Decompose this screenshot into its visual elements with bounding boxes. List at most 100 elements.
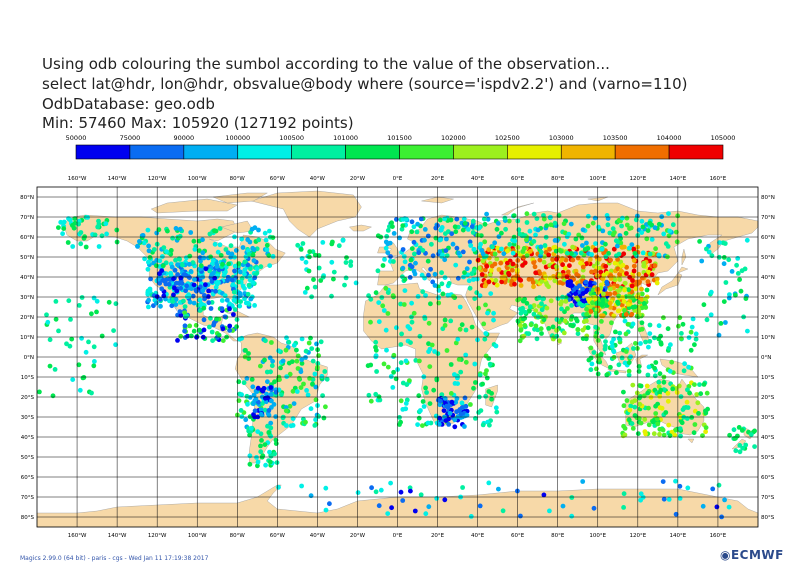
observation-point — [313, 384, 319, 390]
observation-point — [678, 394, 684, 399]
observation-point — [210, 258, 216, 263]
observation-point — [504, 248, 510, 254]
observation-point — [619, 223, 624, 229]
observation-point — [669, 359, 675, 365]
observation-point — [253, 396, 259, 402]
observation-point — [321, 415, 327, 421]
observation-point — [611, 349, 617, 355]
observation-point — [452, 372, 457, 377]
observation-point — [708, 289, 714, 295]
observation-point — [256, 227, 261, 233]
observation-point — [691, 430, 697, 436]
observation-point — [305, 392, 311, 398]
observation-point — [700, 433, 705, 438]
observation-point — [531, 239, 537, 244]
observation-point — [601, 291, 606, 297]
observation-point — [670, 222, 676, 228]
map-frame — [36, 186, 759, 528]
observation-point — [573, 236, 579, 242]
observation-point — [424, 390, 429, 395]
observation-point — [560, 256, 565, 261]
observation-point — [407, 262, 413, 268]
observation-point — [632, 413, 638, 418]
observation-point — [589, 252, 594, 257]
observation-point — [471, 268, 477, 274]
observation-point — [113, 301, 119, 307]
legend-label: 50000 — [66, 134, 87, 142]
observation-point — [67, 343, 73, 349]
observation-point — [342, 282, 347, 288]
observation-point — [243, 348, 248, 353]
observation-point — [462, 395, 468, 401]
observation-point — [595, 260, 600, 266]
observation-point — [299, 336, 305, 342]
observation-point — [721, 255, 727, 260]
observation-point — [299, 357, 305, 362]
observation-point — [402, 259, 408, 265]
observation-point — [408, 488, 413, 494]
observation-point — [560, 503, 566, 509]
observation-point — [425, 420, 431, 426]
observation-point — [252, 275, 258, 281]
observation-point — [634, 313, 640, 319]
observation-point — [394, 325, 399, 331]
observation-point — [456, 250, 462, 256]
observation-point — [157, 280, 163, 286]
observation-point — [621, 505, 626, 510]
observation-point — [673, 229, 679, 235]
lon-label: 140°W — [108, 176, 127, 182]
observation-point — [69, 336, 75, 342]
observation-point — [154, 300, 159, 306]
observation-point — [487, 422, 492, 428]
observation-point — [180, 262, 185, 268]
observation-point — [485, 310, 490, 316]
observation-point — [237, 303, 243, 309]
ecmwf-logo: ◉ECMWF — [720, 548, 784, 562]
observation-point — [733, 448, 739, 454]
observation-point — [268, 425, 274, 431]
observation-point — [399, 331, 404, 337]
observation-point — [437, 249, 443, 254]
lat-label: 50°N — [761, 255, 775, 261]
observation-point — [403, 358, 409, 364]
observation-point — [194, 334, 200, 340]
observation-point — [569, 251, 574, 256]
observation-point — [173, 257, 178, 263]
observation-point — [587, 296, 593, 302]
observation-point — [557, 280, 563, 285]
observation-point — [486, 389, 492, 394]
observation-point — [99, 333, 105, 339]
observation-point — [721, 299, 727, 304]
observation-point — [311, 277, 316, 282]
observation-point — [68, 317, 73, 322]
observation-point — [733, 292, 738, 298]
observation-point — [590, 220, 596, 226]
observation-point — [202, 296, 208, 302]
observation-point — [245, 401, 250, 407]
observation-point — [468, 514, 474, 519]
observation-point — [531, 303, 537, 308]
observation-point — [247, 453, 253, 459]
legend-label: 105000 — [711, 134, 736, 142]
observation-point — [276, 348, 281, 354]
observation-point — [482, 283, 488, 289]
observation-point — [554, 317, 560, 322]
observation-point — [167, 277, 173, 282]
observation-point — [626, 372, 632, 378]
observation-point — [589, 361, 595, 367]
observation-point — [258, 449, 264, 455]
observation-point — [653, 360, 659, 365]
observation-point — [453, 399, 459, 405]
observation-point — [242, 271, 247, 277]
lat-label: 50°S — [21, 455, 35, 461]
observation-point — [580, 286, 585, 292]
observation-point — [146, 243, 152, 249]
observation-point — [301, 381, 306, 387]
observation-point — [608, 276, 614, 281]
observation-point — [589, 269, 594, 275]
observation-point — [201, 327, 207, 333]
observation-point — [388, 374, 394, 379]
observation-point — [726, 257, 732, 263]
observation-point — [630, 382, 636, 388]
